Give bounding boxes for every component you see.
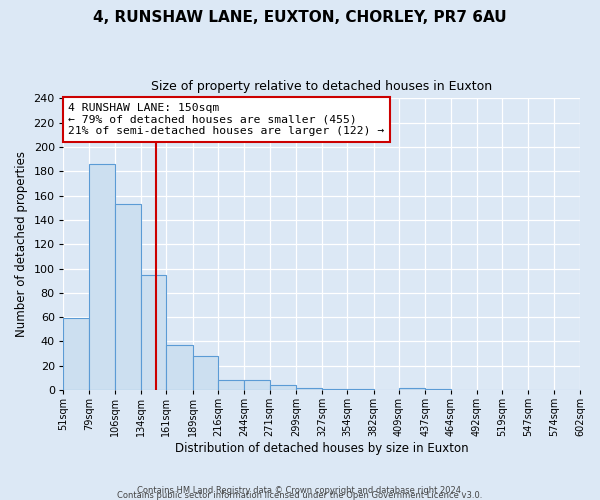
Text: 4 RUNSHAW LANE: 150sqm
← 79% of detached houses are smaller (455)
21% of semi-de: 4 RUNSHAW LANE: 150sqm ← 79% of detached… xyxy=(68,102,385,136)
Bar xyxy=(63,318,89,390)
Bar xyxy=(347,389,374,390)
Bar xyxy=(244,380,269,390)
Bar xyxy=(89,164,115,390)
Bar xyxy=(141,274,166,390)
Bar xyxy=(296,388,322,390)
Y-axis label: Number of detached properties: Number of detached properties xyxy=(15,151,28,337)
Title: Size of property relative to detached houses in Euxton: Size of property relative to detached ho… xyxy=(151,80,492,93)
Bar xyxy=(269,386,296,390)
Bar xyxy=(425,389,451,390)
Bar xyxy=(322,389,347,390)
Bar xyxy=(399,388,425,390)
Bar xyxy=(218,380,244,390)
Bar xyxy=(193,356,218,390)
Bar xyxy=(115,204,141,390)
Text: 4, RUNSHAW LANE, EUXTON, CHORLEY, PR7 6AU: 4, RUNSHAW LANE, EUXTON, CHORLEY, PR7 6A… xyxy=(93,10,507,25)
Text: Contains HM Land Registry data © Crown copyright and database right 2024.: Contains HM Land Registry data © Crown c… xyxy=(137,486,463,495)
X-axis label: Distribution of detached houses by size in Euxton: Distribution of detached houses by size … xyxy=(175,442,469,455)
Text: Contains public sector information licensed under the Open Government Licence v3: Contains public sector information licen… xyxy=(118,490,482,500)
Bar xyxy=(166,345,193,390)
